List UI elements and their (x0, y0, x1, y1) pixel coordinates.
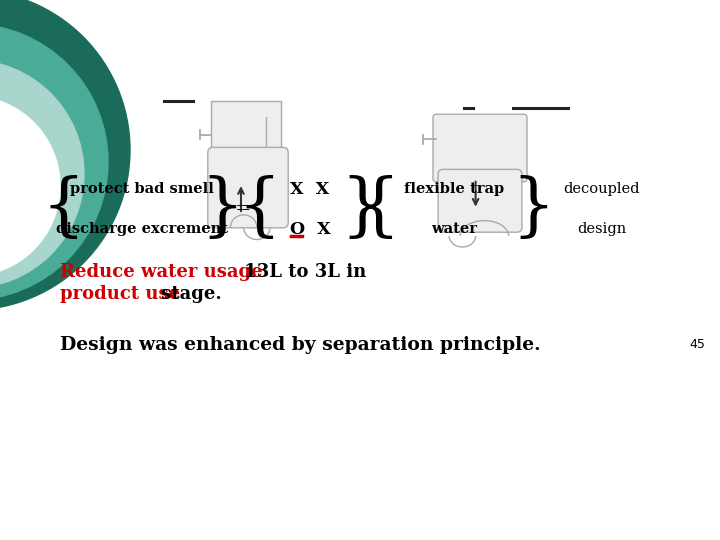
Text: {: { (356, 176, 400, 242)
Text: water: water (431, 222, 477, 236)
Bar (211, 102, 282, 154)
Text: design: design (577, 222, 626, 236)
Text: product use: product use (60, 285, 180, 303)
Text: }: } (511, 176, 555, 242)
Circle shape (0, 96, 60, 276)
Text: flexible trap: flexible trap (404, 182, 504, 196)
Text: {: { (237, 176, 281, 242)
Text: =: = (235, 200, 251, 218)
Text: }: } (200, 176, 244, 242)
Text: stage.: stage. (155, 285, 222, 303)
FancyBboxPatch shape (208, 147, 288, 228)
Text: }: } (340, 176, 384, 242)
Text: X  X: X X (290, 180, 330, 198)
Text: 45: 45 (689, 339, 705, 352)
Circle shape (0, 60, 84, 288)
Circle shape (0, 0, 130, 310)
Text: Reduce water usage: Reduce water usage (60, 263, 263, 281)
Text: Design was enhanced by separation principle.: Design was enhanced by separation princi… (60, 336, 541, 354)
Text: discharge excrement: discharge excrement (56, 222, 228, 236)
Circle shape (0, 24, 108, 300)
FancyBboxPatch shape (438, 170, 522, 232)
Text: O  X: O X (289, 220, 330, 238)
Text: {: { (41, 176, 85, 242)
Text: protect bad smell: protect bad smell (70, 182, 214, 196)
Text: decoupled: decoupled (564, 182, 640, 196)
Text: 13L to 3L in: 13L to 3L in (238, 263, 366, 281)
FancyBboxPatch shape (433, 114, 527, 182)
